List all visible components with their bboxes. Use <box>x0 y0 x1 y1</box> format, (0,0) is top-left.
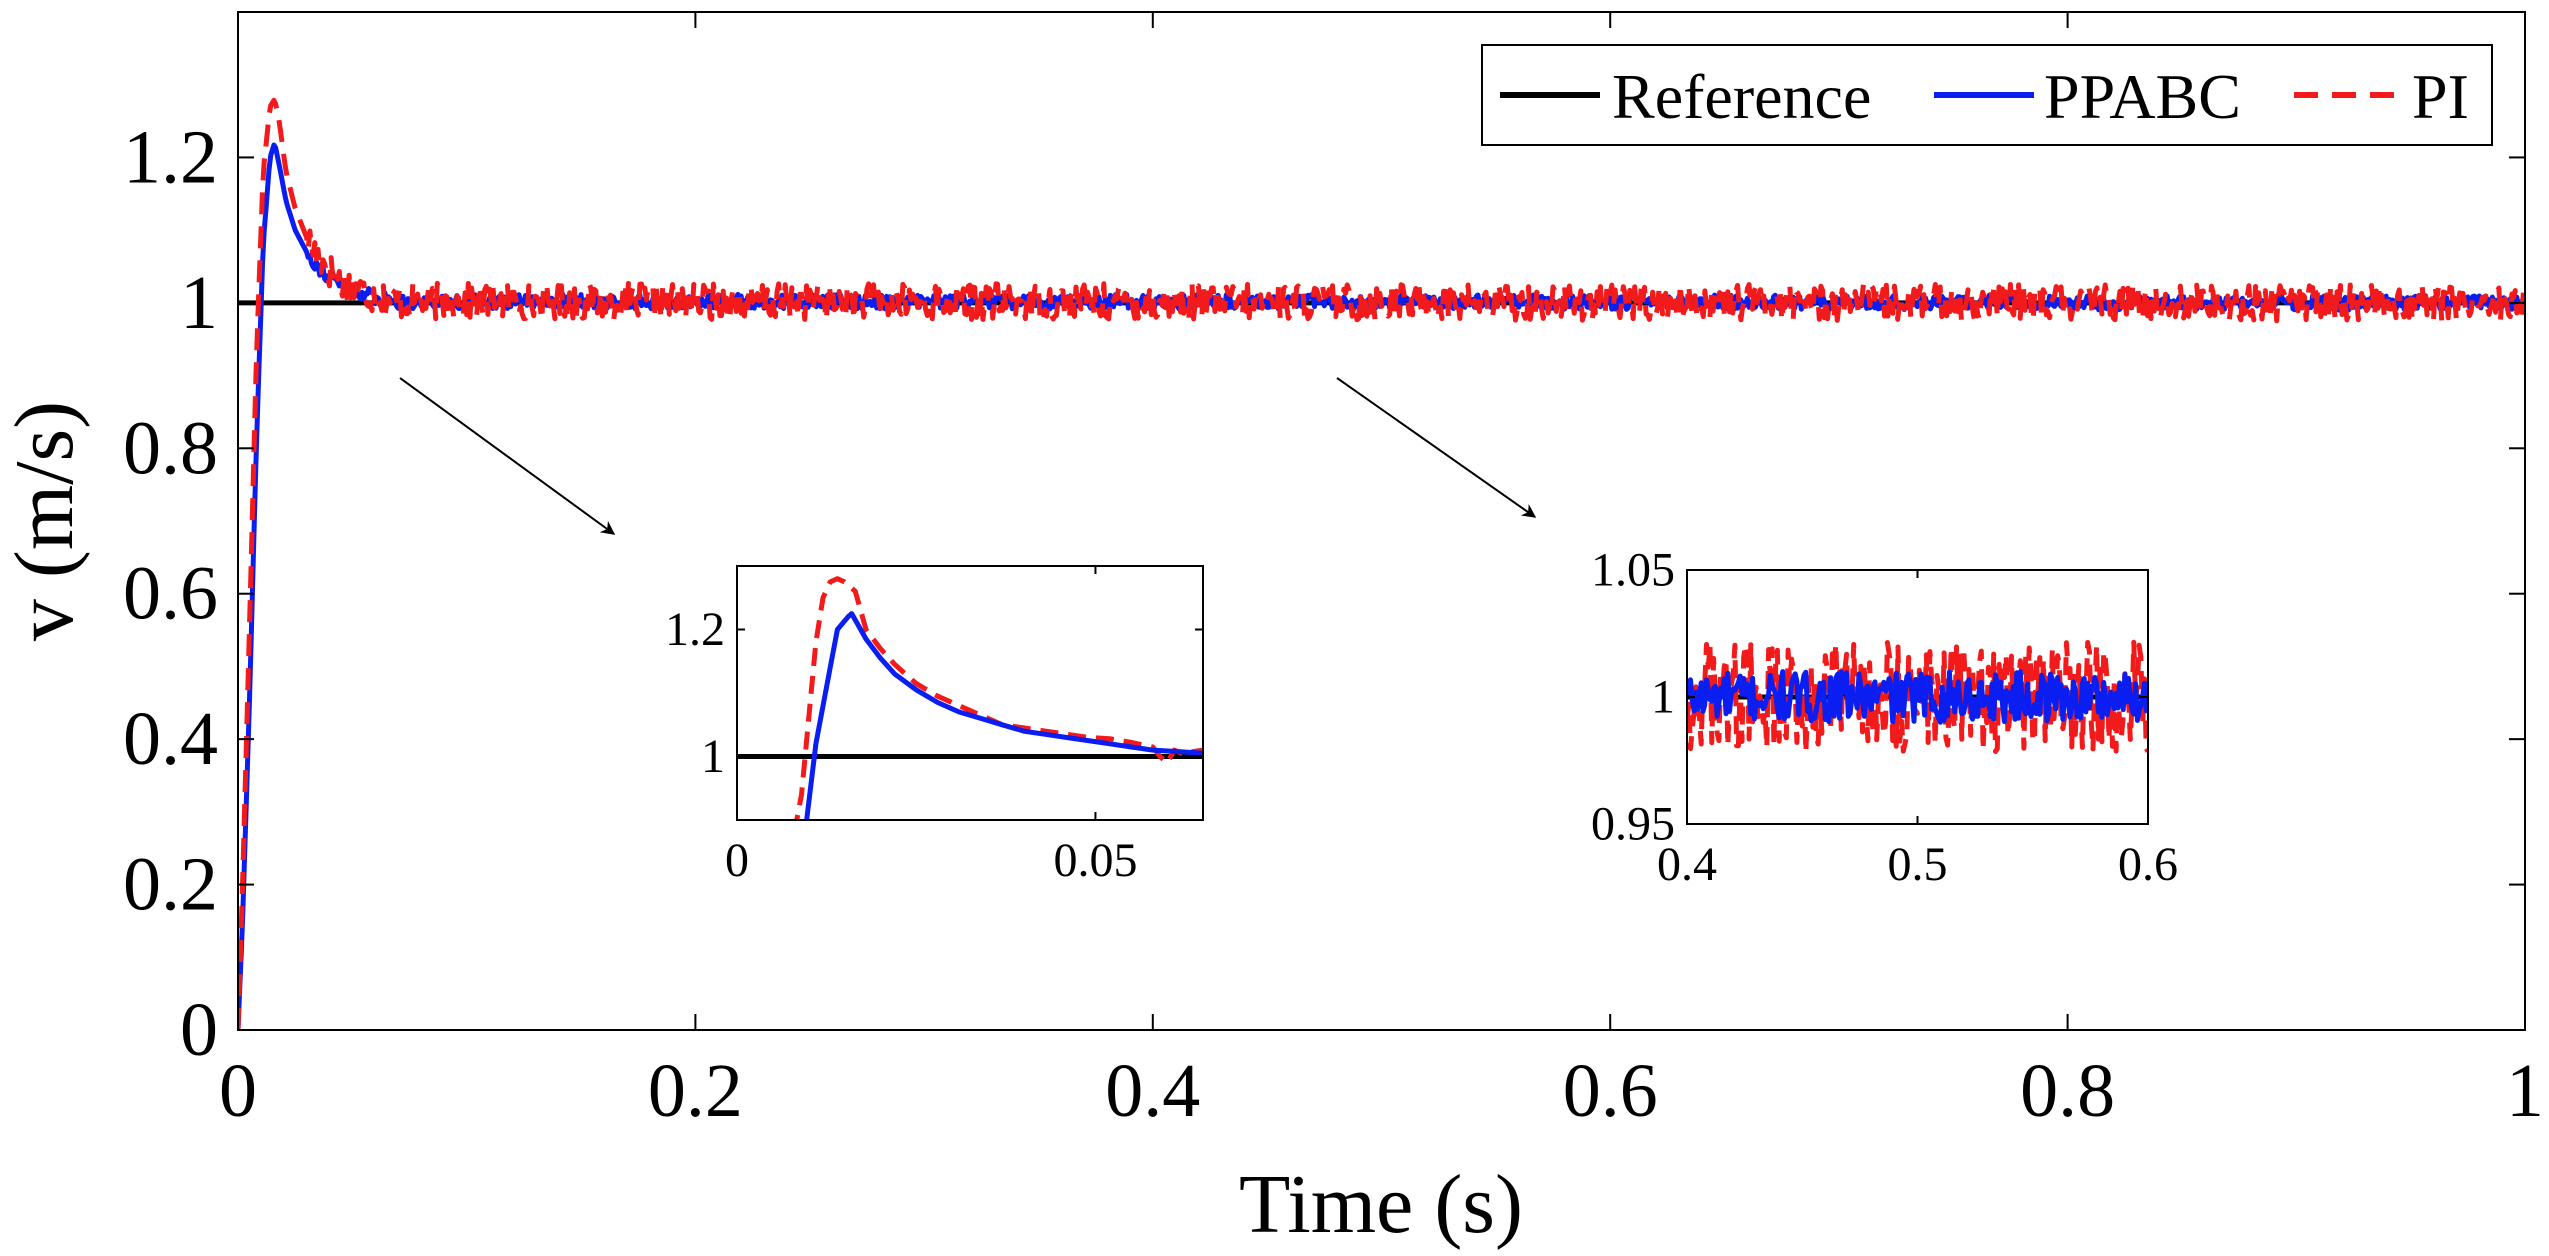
inset-2-series-ppabc <box>1687 669 2148 725</box>
legend-label-ppabc: PPABC <box>2044 61 2241 132</box>
inset-2-series-pi <box>1687 639 2148 755</box>
main-x-tick-label: 1 <box>2506 1049 2544 1133</box>
legend-label-pi: PI <box>2412 61 2469 132</box>
main-y-tick-label: 1 <box>180 261 218 345</box>
inset-plot-steady-state: 0.4 0.5 0.6 0.95 1 1.05 <box>1591 544 2178 892</box>
main-plot: 0 0.2 0.4 0.6 0.8 1 0 0.2 0.4 0.6 0.8 1 1.2 Time (s… <box>0 11 2544 1251</box>
inset-1-series-ppabc <box>804 611 1203 820</box>
main-y-tick-label: 0.8 <box>123 406 218 490</box>
main-series-pi <box>238 97 2525 1030</box>
arrow-to-inset-1 <box>399 377 616 535</box>
legend: Reference PPABC PI <box>1481 44 2493 146</box>
inset-2-x-tick-label: 0.4 <box>1657 838 1717 891</box>
main-y-tick-label: 0.2 <box>123 843 218 927</box>
inset-2-y-tick-label: 1 <box>1651 671 1675 724</box>
main-y-tick-label: 0.6 <box>123 552 218 636</box>
inset-1-x-tick-label: 0 <box>725 834 749 887</box>
main-y-tick-label: 1.2 <box>123 115 218 199</box>
legend-label-reference: Reference <box>1612 61 1871 132</box>
main-y-tick-label: 0.4 <box>123 697 218 781</box>
inset-plot-transient: 0 0.05 1 1.2 <box>665 565 1204 887</box>
main-series-ppabc <box>238 142 2525 1030</box>
inset-2-y-tick-label: 1.05 <box>1591 544 1675 597</box>
inset-1-y-tick-label: 1.2 <box>665 603 725 656</box>
inset-2-y-tick-label: 0.95 <box>1591 798 1675 851</box>
main-x-tick-label: 0.2 <box>648 1049 743 1133</box>
main-x-tick-label: 0.8 <box>2020 1049 2115 1133</box>
main-x-tick-label: 0.6 <box>1563 1049 1658 1133</box>
main-x-tick-label: 0 <box>219 1049 257 1133</box>
main-y-tick-label: 0 <box>180 988 218 1072</box>
inset-2-x-tick-label: 0.6 <box>2118 838 2178 891</box>
main-x-tick-label: 0.4 <box>1105 1049 1200 1133</box>
main-plot-frame <box>237 11 2526 1031</box>
inset-1-x-tick-label: 0.05 <box>1053 834 1137 887</box>
inset-1-y-tick-label: 1 <box>701 730 725 783</box>
main-x-axis-label: Time (s) <box>1239 1158 1523 1251</box>
arrow-to-inset-2 <box>1336 377 1537 518</box>
inset-1-frame <box>736 565 1204 821</box>
inset-2-x-tick-label: 0.5 <box>1888 838 1948 891</box>
main-y-axis-label: v (m/s) <box>0 401 91 641</box>
